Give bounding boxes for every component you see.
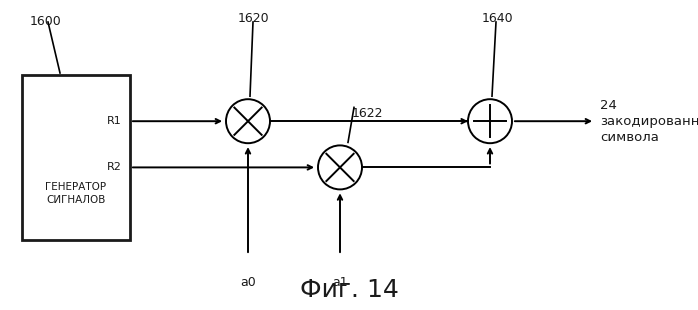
Text: 1600: 1600 — [30, 15, 61, 28]
Text: 24
закодированных
символа: 24 закодированных символа — [600, 99, 698, 144]
Text: Фиг. 14: Фиг. 14 — [299, 278, 399, 302]
Text: 1640: 1640 — [482, 12, 514, 25]
Text: a1: a1 — [332, 276, 348, 289]
Text: 1622: 1622 — [352, 107, 383, 120]
Text: ГЕНЕРАТОР
СИГНАЛОВ: ГЕНЕРАТОР СИГНАЛОВ — [45, 182, 107, 206]
Text: a0: a0 — [240, 276, 256, 289]
Circle shape — [468, 99, 512, 143]
Circle shape — [226, 99, 270, 143]
Bar — [22, 75, 130, 240]
Text: R1: R1 — [107, 116, 122, 126]
Text: R2: R2 — [107, 162, 122, 172]
Circle shape — [318, 145, 362, 189]
Text: 1620: 1620 — [238, 12, 269, 25]
